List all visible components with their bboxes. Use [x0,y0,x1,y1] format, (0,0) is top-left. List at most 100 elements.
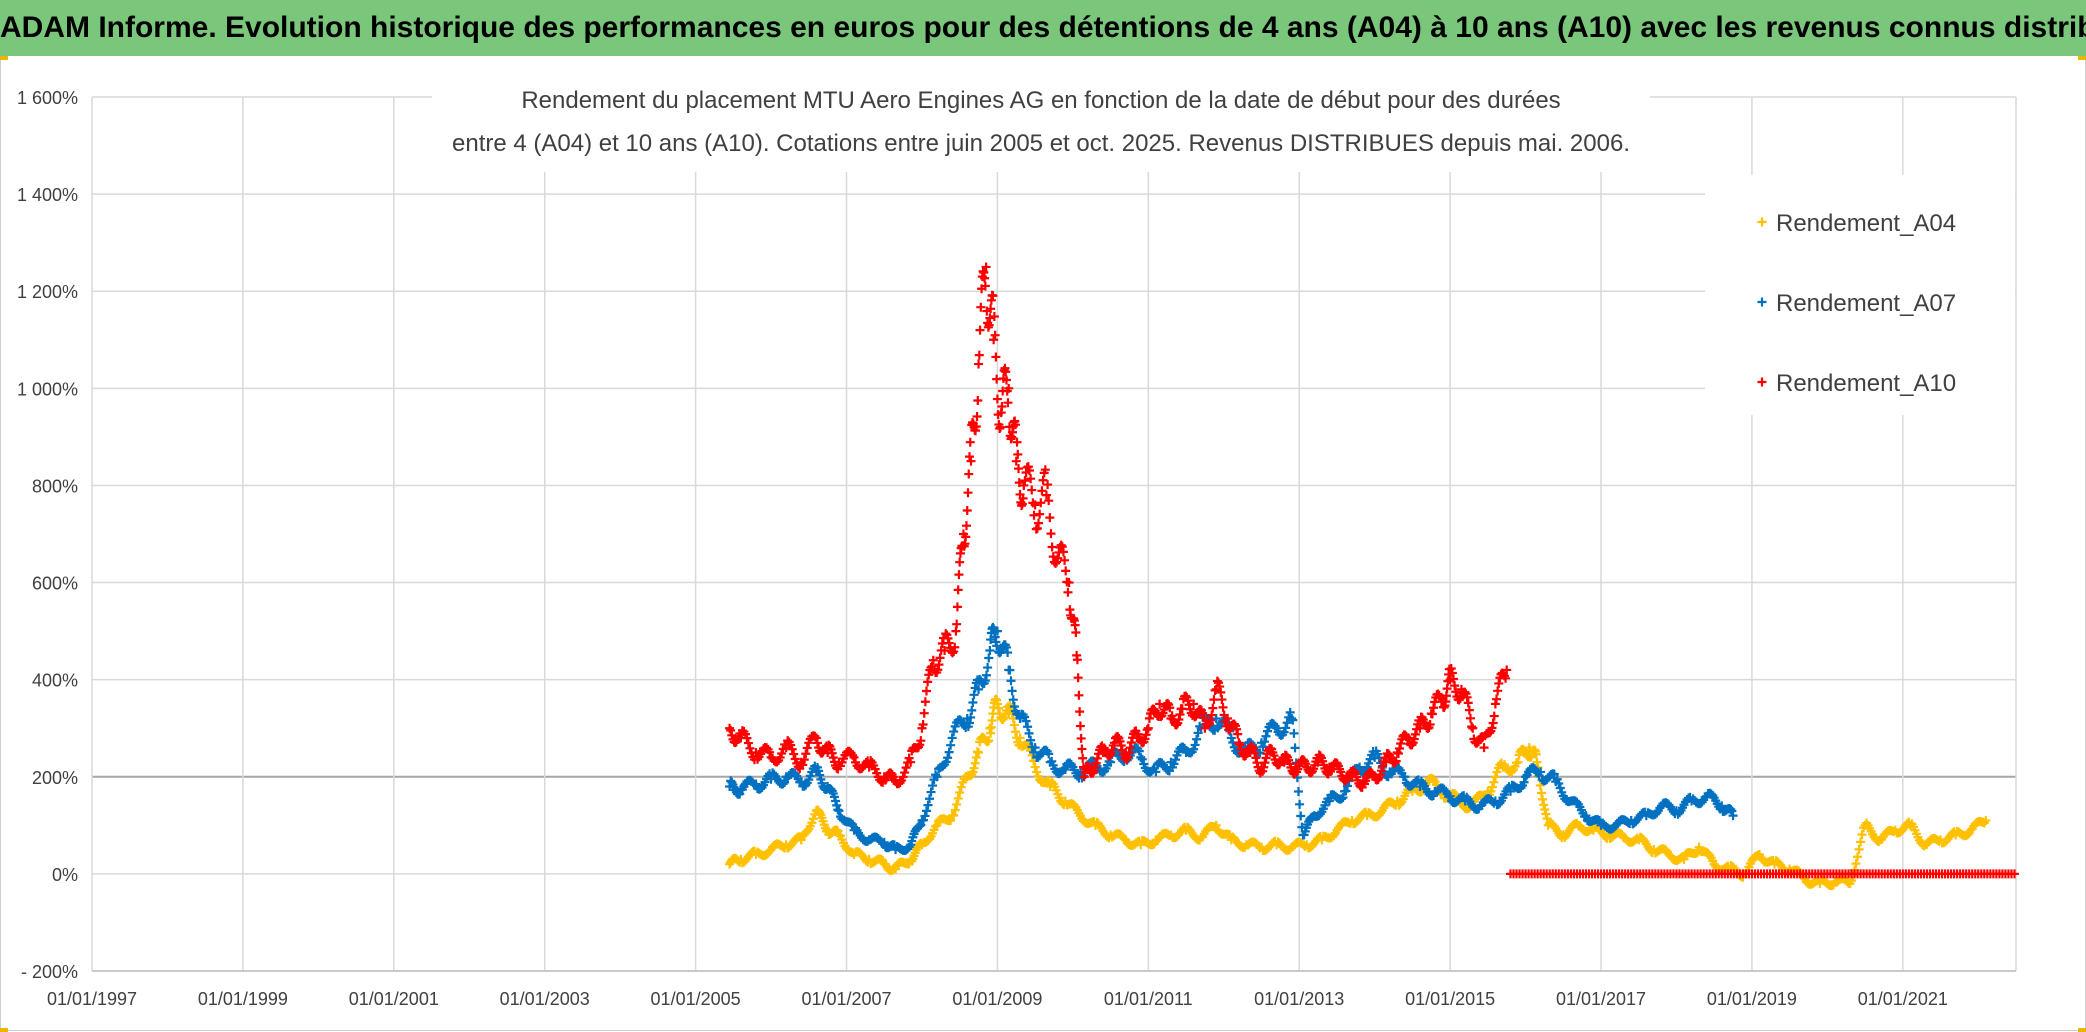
data-point [1287,714,1297,724]
data-point [1465,713,1475,723]
x-tick-label: 01/01/2009 [952,989,1042,1009]
data-point [1490,699,1500,709]
data-point [1076,733,1086,743]
data-point [1489,777,1499,787]
data-point [1189,699,1199,709]
data-point [1192,734,1202,744]
data-point [1395,743,1405,753]
data-point [1505,786,1515,796]
data-point [1263,726,1273,736]
data-point [943,753,953,763]
data-point [1040,465,1050,475]
y-tick-label: - 200% [21,962,78,982]
data-point [1853,852,1863,862]
data-point [934,660,944,670]
data-point [1489,711,1499,721]
data-point [920,811,930,821]
data-point [1581,811,1591,821]
data-point [1113,732,1123,742]
data-point [944,638,954,648]
data-point [1183,696,1193,706]
data-point [1175,710,1185,720]
data-point [1189,744,1199,754]
chart-title-line-1: Rendement du placement MTU Aero Engines … [521,87,1560,114]
data-point [789,749,799,759]
data-point [900,768,910,778]
data-point [762,743,772,753]
data-point [904,753,914,763]
data-point [992,394,1002,404]
data-point [1427,709,1437,719]
data-point [925,794,935,804]
data-point [1279,757,1289,767]
data-point [955,787,965,797]
data-point [742,733,752,743]
data-point [1468,723,1478,733]
data-point [980,676,990,686]
data-point [981,262,991,272]
data-point [1211,820,1221,830]
data-point [1450,681,1460,691]
data-point [745,743,755,753]
data-point [1451,687,1461,697]
data-point [1447,668,1457,678]
data-point [1981,815,1991,825]
data-point [1023,722,1033,732]
data-point [814,766,824,776]
data-point [1075,721,1085,731]
data-point [1116,740,1126,750]
data-point [815,770,825,780]
data-point [972,411,982,421]
data-point [1501,673,1511,683]
x-tick-label: 01/01/2015 [1405,989,1495,1009]
data-point [963,488,973,498]
data-point [916,820,926,830]
data-point [1223,714,1233,724]
data-point [986,304,996,314]
data-point [994,703,1004,713]
data-point [1029,510,1039,520]
data-point [948,648,958,658]
data-point [1296,811,1306,821]
data-point [1004,383,1014,393]
chart-title-line-2: entre 4 (A04) et 10 ans (A10). Cotations… [452,130,1630,157]
data-point [1064,578,1074,588]
data-point [949,810,959,820]
data-point [941,757,951,767]
data-point [1195,721,1205,731]
data-point [954,570,964,580]
data-point [1008,695,1018,705]
data-point [898,772,908,782]
data-point [1217,695,1227,705]
y-tick-label: 200% [32,768,78,788]
data-point [1549,769,1559,779]
x-tick-label: 01/01/2013 [1254,989,1344,1009]
data-point [1030,500,1040,510]
data-point [919,708,929,718]
data-point [811,733,821,743]
data-point [1538,794,1548,804]
data-point [2009,869,2019,879]
data-point [1521,772,1531,782]
data-point [1056,540,1066,550]
data-point [1391,756,1401,766]
data-point [1030,743,1040,753]
y-tick-label: 800% [32,476,78,496]
data-point [964,452,974,462]
data-point [1555,783,1565,793]
data-point [832,800,842,810]
corner-marker [0,56,8,60]
data-point [1494,678,1504,688]
data-point [974,359,984,369]
data-point [1011,727,1021,737]
data-point [1261,731,1271,741]
data-point [827,748,837,758]
data-point [1295,799,1305,809]
x-tick-label: 01/01/1997 [47,989,137,1009]
data-point [950,642,960,652]
data-point [990,330,1000,340]
data-point [1035,509,1045,519]
data-point [962,506,972,516]
y-tick-label: 400% [32,671,78,691]
data-point [1260,737,1270,747]
